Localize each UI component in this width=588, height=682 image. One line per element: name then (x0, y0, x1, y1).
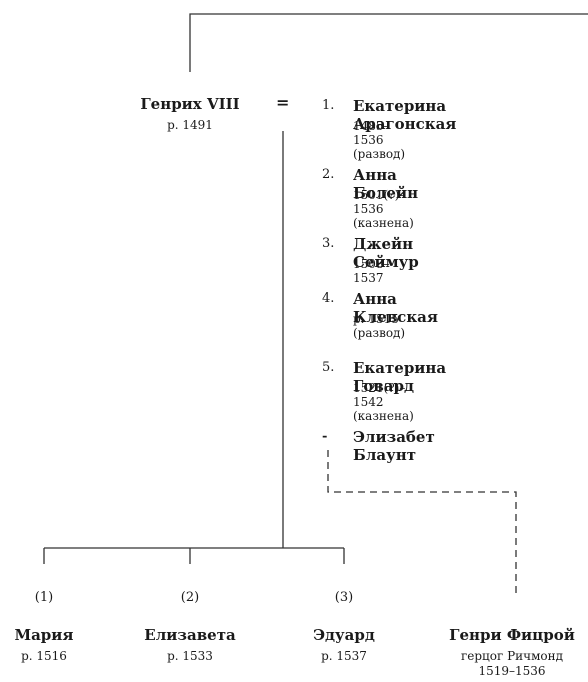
wife-marker: 1. (322, 98, 335, 113)
wife-marker: 4. (322, 291, 335, 306)
wife-name: Анна Клевская (353, 290, 438, 326)
wife-dates: р. 1515 (353, 312, 399, 326)
king-born: р. 1491 (167, 118, 213, 132)
mistress-name: Элизабет Блаунт (353, 428, 435, 464)
child-node: Эдуард р. 1537 (294, 626, 394, 663)
illegitimate-son-name: Генри Фицрой (449, 626, 575, 644)
illegitimate-son-node: Генри Фицрой герцог Ричмонд 1519–1536 (436, 626, 588, 678)
child-born: р. 1537 (321, 649, 367, 663)
wife-name: Екатерина Говард (353, 359, 447, 395)
wife-name: Анна Болейн (353, 166, 419, 202)
wife-note: (казнена) (353, 409, 414, 423)
wife-note: (казнена) (353, 216, 414, 230)
child-name: Мария (14, 626, 74, 644)
child-name: Эдуард (313, 626, 375, 644)
illegitimate-link-line (327, 450, 517, 598)
wife-dates: 1508–1537 (353, 257, 390, 285)
wife-name: Екатерина Арагонская (353, 97, 457, 133)
wife-marker: 3. (322, 236, 335, 251)
wife-dates: 1521(?)–1542 (353, 381, 406, 409)
parent-link-line (189, 13, 588, 72)
wife-marker: 5. (322, 360, 335, 375)
child-node: Мария р. 1516 (0, 626, 94, 663)
king-name: Генрих VIII (140, 95, 240, 113)
child-name: Елизавета (144, 626, 236, 644)
child-mother-ref: (3) (334, 590, 354, 605)
wife-note: (развод) (353, 147, 406, 161)
king-node: Генрих VIII р. 1491 (120, 95, 260, 132)
child-node: Елизавета р. 1533 (130, 626, 250, 663)
mistress-marker: - (322, 429, 328, 444)
wife-name: Джейн Сеймур (353, 235, 419, 271)
wife-dates: 1501(?)–1536 (353, 188, 406, 216)
wife-marker: 2. (322, 167, 335, 182)
wife-dates: 1485–1536 (353, 119, 390, 147)
child-mother-ref: (1) (34, 590, 54, 605)
child-born: р. 1516 (21, 649, 67, 663)
illegitimate-son-title: герцог Ричмонд (460, 649, 564, 663)
illegitimate-son-dates: 1519–1536 (478, 664, 546, 678)
child-born: р. 1533 (167, 649, 213, 663)
wife-note: (развод) (353, 326, 406, 340)
marriage-sign: = (276, 93, 290, 112)
child-mother-ref: (2) (180, 590, 200, 605)
